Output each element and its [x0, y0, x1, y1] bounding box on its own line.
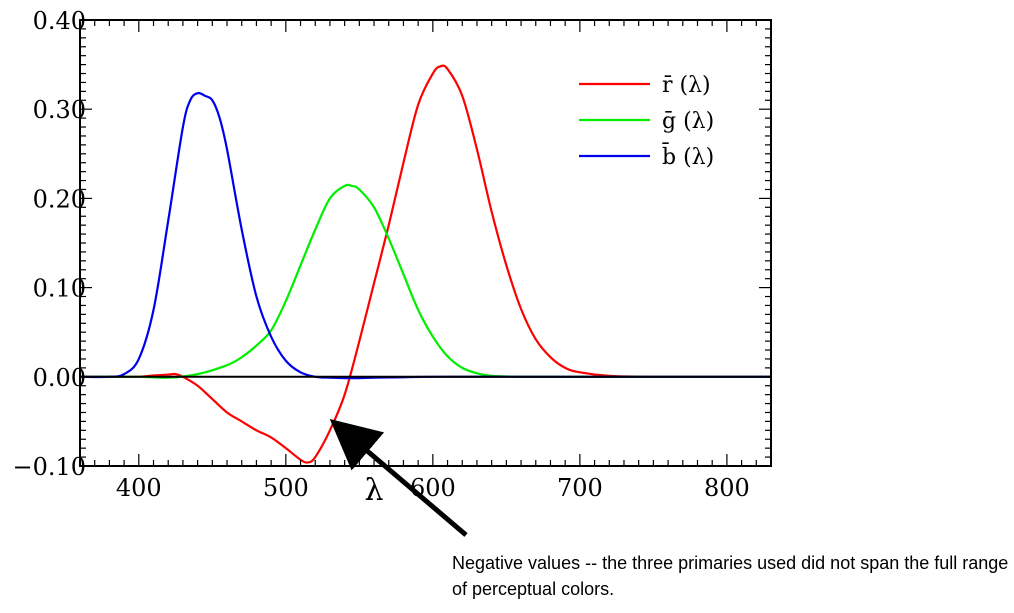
annotation-text: Negative values -- the three primaries u… [452, 553, 1009, 599]
y-tick-label: −0.10 [12, 453, 86, 481]
legend-label-g: ḡ (λ) [662, 109, 714, 134]
y-tick-label: 0.20 [33, 185, 86, 213]
series-line-g [79, 183, 771, 379]
x-axis-title: λ [364, 473, 383, 508]
plot-frame [79, 19, 772, 467]
x-tick-label: 600 [410, 474, 456, 502]
series-line-r [79, 64, 771, 464]
y-tick-label: 0.30 [33, 96, 86, 124]
y-tick-label: 0.40 [33, 7, 86, 35]
legend-label-b: b̄ (λ) [662, 142, 714, 170]
x-tick-label: 500 [263, 474, 309, 502]
x-tick-label: 800 [704, 474, 750, 502]
y-tick-label: 0.00 [33, 364, 86, 392]
x-tick-label: 700 [557, 474, 603, 502]
y-tick-label: 0.10 [33, 275, 86, 303]
annotation-arrow [329, 419, 468, 537]
x-tick-label: 400 [116, 474, 162, 502]
ticks-group: 400 500 600 700 800 −0.10 0.00 0.10 0.20 0.30 0.40 [12, 7, 772, 502]
legend-label-r: r̄ (λ) [662, 73, 711, 98]
series-line-b [79, 91, 771, 380]
legend: r̄ (λ) ḡ (λ) b̄ (λ) [579, 73, 714, 170]
